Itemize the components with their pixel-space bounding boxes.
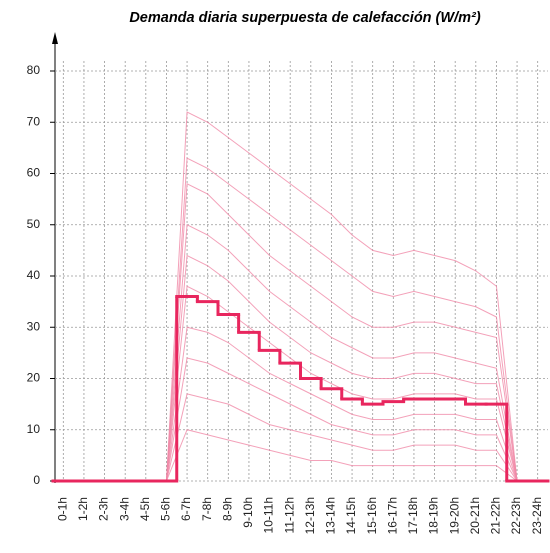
axis-arrow	[52, 32, 58, 44]
y-tick-label: 80	[27, 63, 41, 77]
x-tick-label: 6-7h	[179, 497, 193, 521]
x-tick-label: 22-23h	[509, 497, 523, 534]
day-line	[63, 429, 538, 482]
x-tick-label: 14-15h	[344, 497, 358, 534]
y-tick-label: 10	[27, 422, 41, 436]
x-tick-label: 18-19h	[427, 497, 441, 534]
x-tick-label: 8-9h	[220, 497, 234, 521]
x-tick-label: 5-6h	[159, 497, 173, 521]
x-tick-label: 2-3h	[97, 497, 111, 521]
day-line	[63, 111, 538, 482]
x-tick-label: 17-18h	[406, 497, 420, 534]
x-tick-label: 21-22h	[489, 497, 503, 534]
day-line	[63, 182, 538, 482]
x-tick-label: 10-11h	[262, 497, 276, 533]
x-tick-label: 11-12h	[282, 497, 296, 533]
chart-title: Demanda diaria superpuesta de calefacció…	[129, 10, 480, 26]
day-line	[63, 393, 538, 482]
x-tick-label: 20-21h	[468, 497, 482, 534]
x-tick-label: 12-13h	[303, 497, 317, 534]
x-tick-label: 3-4h	[117, 497, 131, 521]
x-tick-label: 16-17h	[385, 497, 399, 534]
x-tick-label: 7-8h	[200, 497, 214, 521]
x-tick-label: 4-5h	[138, 497, 152, 521]
y-tick-label: 40	[27, 268, 41, 282]
day-line	[63, 223, 538, 482]
x-tick-label: 13-14h	[324, 497, 338, 534]
x-tick-label: 0-1h	[55, 497, 69, 521]
x-tick-label: 1-2h	[76, 497, 90, 521]
x-tick-label: 19-20h	[447, 497, 461, 534]
x-tick-label: 15-16h	[365, 497, 379, 534]
y-tick-label: 60	[27, 166, 41, 180]
y-tick-label: 50	[27, 217, 41, 231]
x-tick-label: 23-24h	[530, 497, 544, 534]
y-tick-label: 70	[27, 114, 41, 128]
y-tick-label: 20	[27, 371, 41, 385]
y-tick-label: 30	[27, 319, 41, 333]
x-tick-label: 9-10h	[241, 497, 255, 528]
y-tick-label: 0	[33, 473, 40, 487]
day-line	[63, 285, 538, 482]
